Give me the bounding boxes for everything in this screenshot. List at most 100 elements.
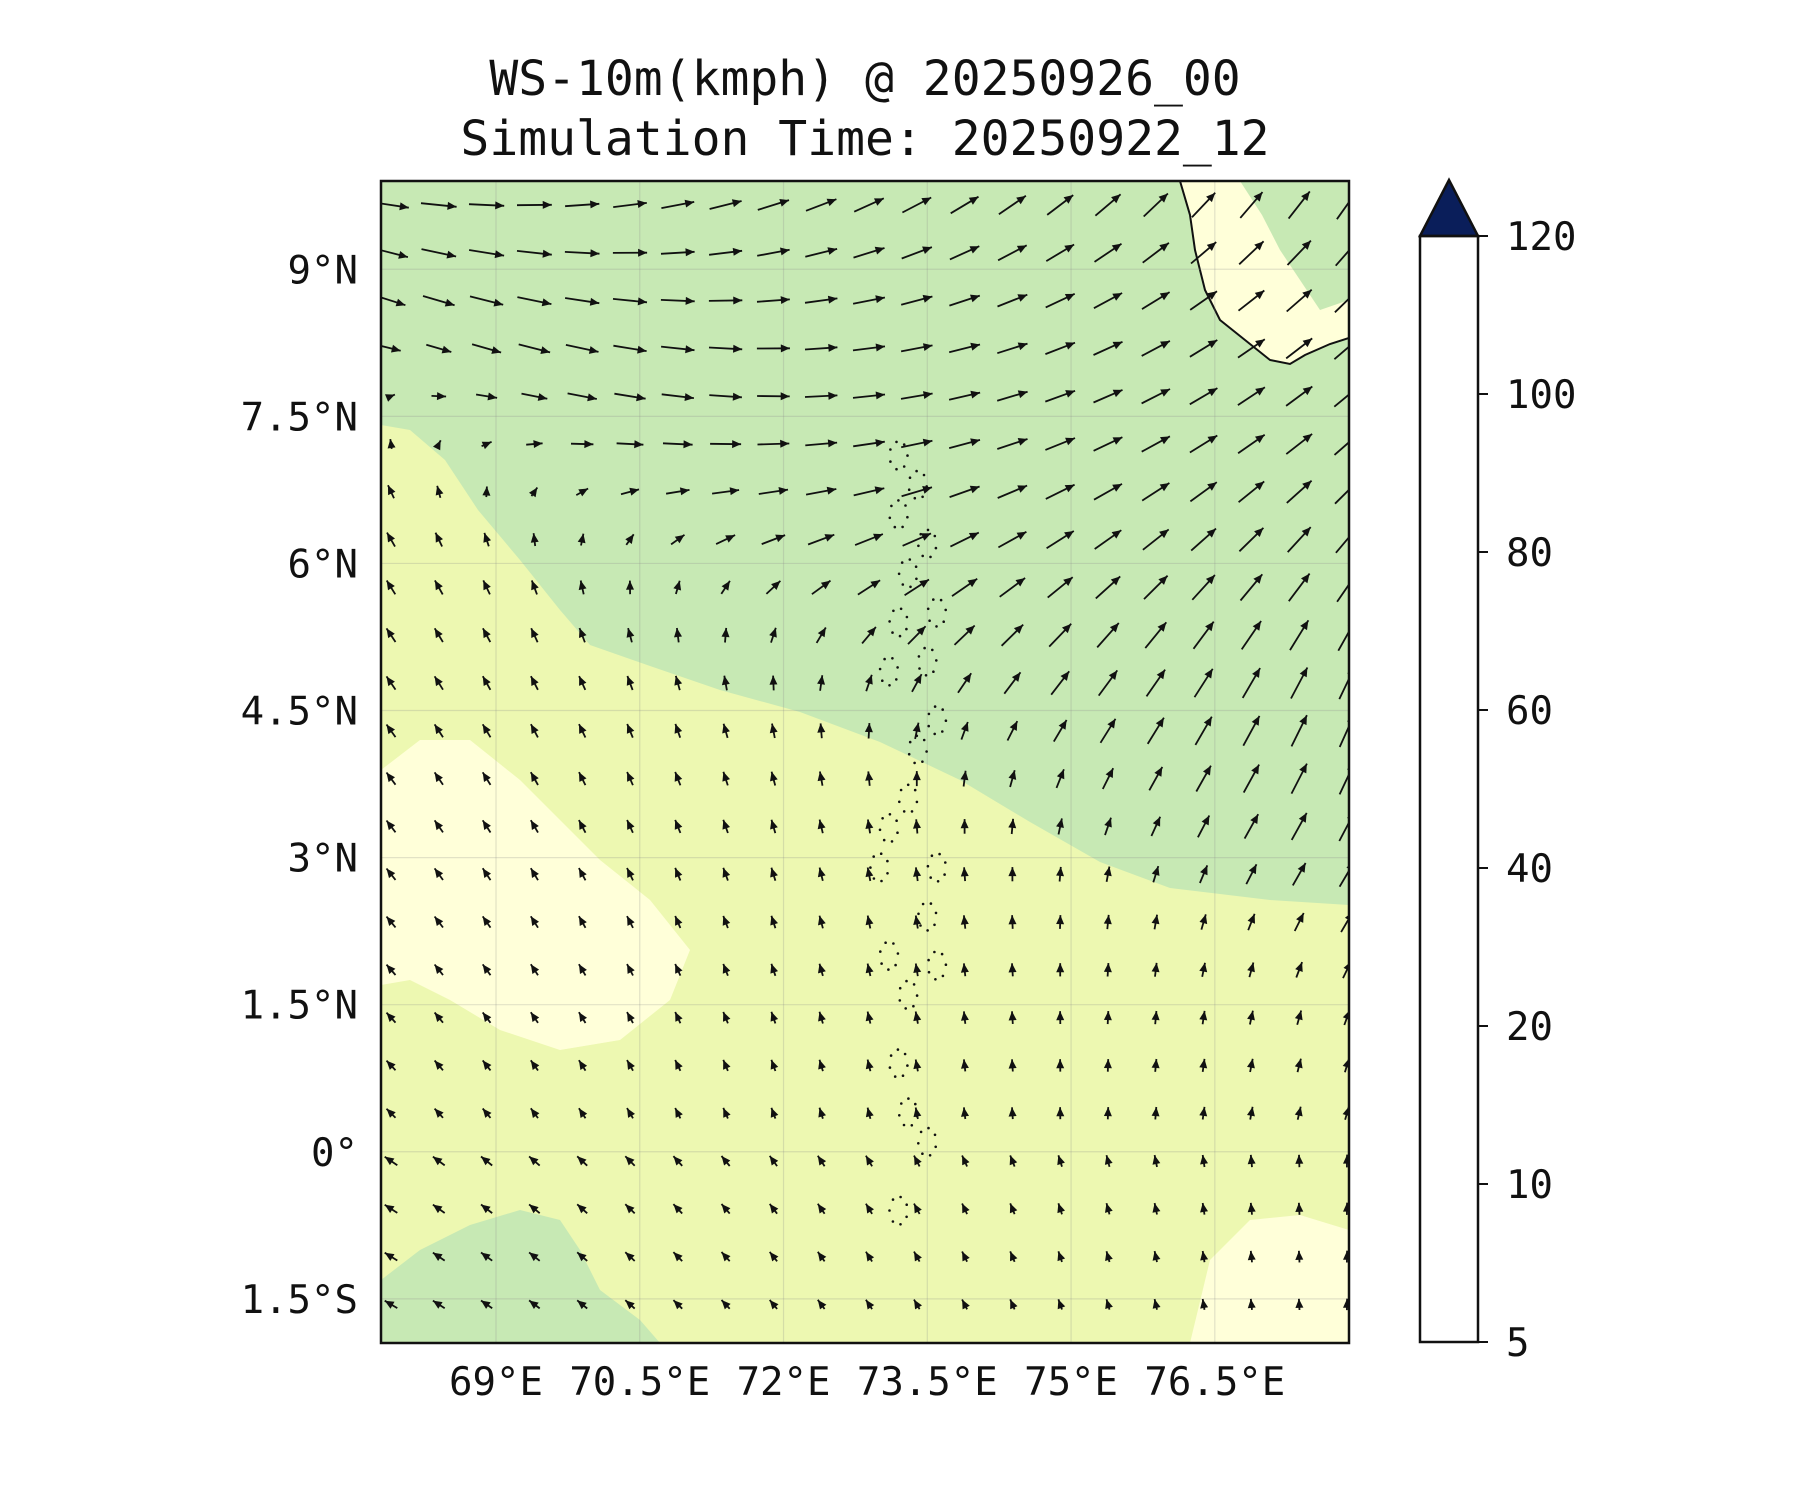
wind-arrow [578, 1011, 587, 1024]
wind-arrow [433, 627, 444, 643]
wind-arrow [817, 771, 826, 786]
atoll-dot [910, 810, 914, 813]
wind-arrow [518, 343, 551, 354]
wind-arrow [1335, 535, 1349, 554]
wind-arrow [674, 1107, 683, 1119]
atoll-dot [891, 1198, 895, 1201]
atoll-dot [893, 525, 897, 529]
wind-arrow [1150, 816, 1162, 837]
y-tick-label: 9°N [288, 248, 358, 293]
wind-arrow [818, 1107, 826, 1119]
wind-arrow [948, 342, 981, 354]
wind-arrow [722, 1011, 731, 1024]
atoll-dot [941, 730, 944, 733]
colorbar-label: 80 [1506, 531, 1553, 576]
wind-arrow [672, 1251, 683, 1262]
wind-arrow [1104, 817, 1112, 836]
wind-arrow [1009, 1299, 1018, 1310]
wind-arrow [481, 819, 492, 833]
wind-arrow [1058, 1347, 1066, 1357]
atoll-dot [921, 554, 924, 558]
atoll-dot [934, 978, 937, 981]
map-frame [379, 179, 1351, 1345]
wind-arrow [865, 915, 874, 929]
wind-arrow [1093, 242, 1123, 263]
wind-arrow [949, 485, 980, 498]
wind-arrow [624, 1299, 636, 1310]
atoll-dot [901, 583, 905, 586]
wind-arrow [575, 487, 589, 497]
wind-arrow [530, 627, 539, 643]
wind-arrow [1199, 1058, 1208, 1073]
wind-arrow [1285, 385, 1313, 407]
wind-arrow [385, 964, 397, 976]
wind-arrow [1295, 961, 1303, 978]
wind-arrow [434, 579, 444, 595]
wind-arrow [865, 963, 874, 977]
wind-arrow [769, 1299, 779, 1310]
wind-arrow [997, 244, 1028, 262]
wind-arrow [624, 1203, 636, 1215]
wind-arrow [1190, 527, 1217, 552]
atoll-dot [896, 1048, 900, 1051]
wind-arrow [720, 1203, 731, 1215]
atoll-dot [921, 902, 925, 906]
wind-arrow [865, 1155, 874, 1167]
wind-arrow [770, 867, 778, 881]
wind-arrow [433, 819, 444, 833]
wind-arrow [385, 1108, 397, 1119]
wind-arrow [578, 580, 587, 595]
wind-arrow [1200, 1154, 1208, 1168]
atoll-dot [907, 488, 911, 492]
wind-arrow [1148, 766, 1164, 791]
wind-arrow [1146, 717, 1165, 745]
wind-arrow [912, 722, 921, 740]
wind-arrow [530, 963, 540, 976]
wind-arrow [913, 915, 922, 929]
x-tick-label: 70.5°E [569, 1360, 710, 1405]
wind-arrow [1056, 1107, 1065, 1120]
wind-arrow [722, 915, 731, 929]
atoll-dot [905, 979, 908, 983]
wind-arrow [674, 627, 682, 643]
wind-arrow [758, 487, 789, 495]
atoll-dot [933, 732, 936, 736]
atoll-dot [907, 1097, 910, 1100]
wind-arrow [722, 1107, 731, 1119]
atoll-dot [934, 911, 938, 915]
wind-arrow [1237, 289, 1265, 312]
wind-arrow [818, 1059, 826, 1072]
atoll-dot [934, 1145, 937, 1149]
atoll-dot [915, 994, 919, 997]
wind-arrow [1292, 862, 1307, 886]
atoll-dot [895, 819, 898, 822]
wind-arrow [1189, 290, 1218, 311]
wind-arrow [433, 867, 444, 881]
wind-arrow [1045, 437, 1076, 451]
wind-arrow [1057, 1299, 1066, 1310]
wind-arrow [433, 1011, 444, 1024]
strong-wind-band-southwest-patch [381, 1210, 660, 1343]
wind-arrow [1245, 863, 1258, 885]
atoll-dot [888, 516, 892, 520]
wind-arrow [1093, 389, 1123, 404]
wind-arrow [857, 579, 881, 596]
wind-arrow [384, 1299, 398, 1309]
wind-arrow [913, 1203, 922, 1215]
wind-arrow [722, 1059, 731, 1072]
wind-arrow [432, 1203, 446, 1214]
colorbar-extend-triangle [1417, 177, 1481, 238]
wind-arrow [1238, 527, 1265, 552]
atoll-dot [927, 958, 930, 962]
atoll-dot [936, 880, 940, 883]
wind-arrow [517, 296, 552, 307]
wind-arrow [626, 915, 635, 929]
wind-arrow [626, 1011, 635, 1024]
atoll-dot [869, 866, 872, 869]
atoll-dot [898, 986, 902, 990]
wind-arrow [1237, 338, 1266, 359]
wind-arrow [1000, 623, 1024, 647]
atoll-dot [915, 577, 918, 581]
wind-arrow [997, 342, 1028, 355]
wind-arrow [901, 196, 932, 214]
